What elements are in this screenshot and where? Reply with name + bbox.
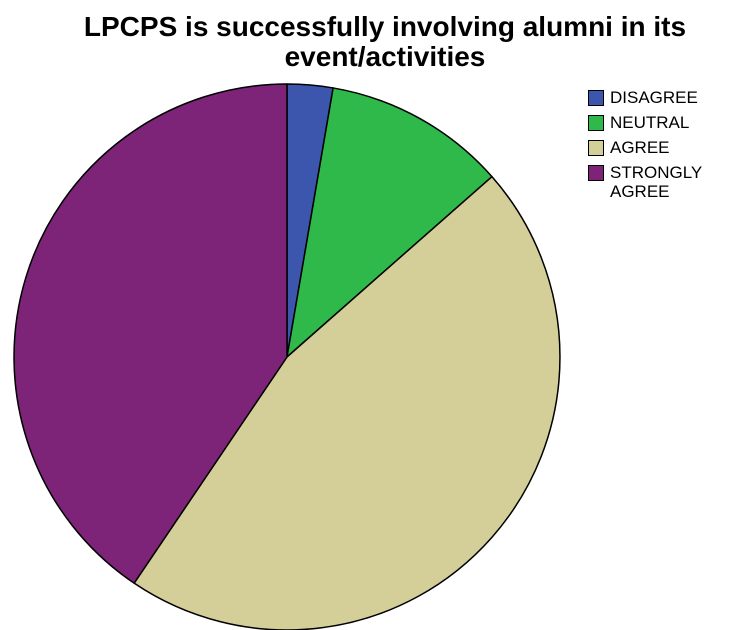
chart-title-line-2: event/activities	[284, 41, 486, 72]
pie-slice-neutral	[286, 87, 493, 358]
legend-item-strongly-agree: STRONGLY AGREE	[588, 163, 728, 201]
legend-label-strongly-agree: STRONGLY AGREE	[610, 163, 702, 201]
legend-item-disagree: DISAGREE	[588, 88, 728, 107]
legend-item-agree: AGREE	[588, 138, 728, 157]
legend-label-agree: AGREE	[610, 138, 670, 157]
legend-item-neutral: NEUTRAL	[588, 113, 728, 132]
legend-label-neutral: NEUTRAL	[610, 113, 690, 132]
pie-slices	[13, 83, 561, 630]
legend-swatch-agree	[588, 140, 604, 156]
legend-swatch-disagree	[588, 90, 604, 106]
chart-title: LPCPS is successfully involving alumni i…	[0, 12, 730, 72]
pie-slice-strongly-agree	[13, 83, 288, 584]
chart-title-line-1: LPCPS is successfully involving alumni i…	[83, 11, 687, 42]
legend-label-disagree: DISAGREE	[610, 88, 698, 107]
legend-swatch-strongly-agree	[588, 165, 604, 181]
legend-swatch-neutral	[588, 115, 604, 131]
legend: DISAGREE NEUTRAL AGREE STRONGLY AGREE	[588, 88, 728, 207]
pie-slice-agree	[133, 175, 561, 630]
